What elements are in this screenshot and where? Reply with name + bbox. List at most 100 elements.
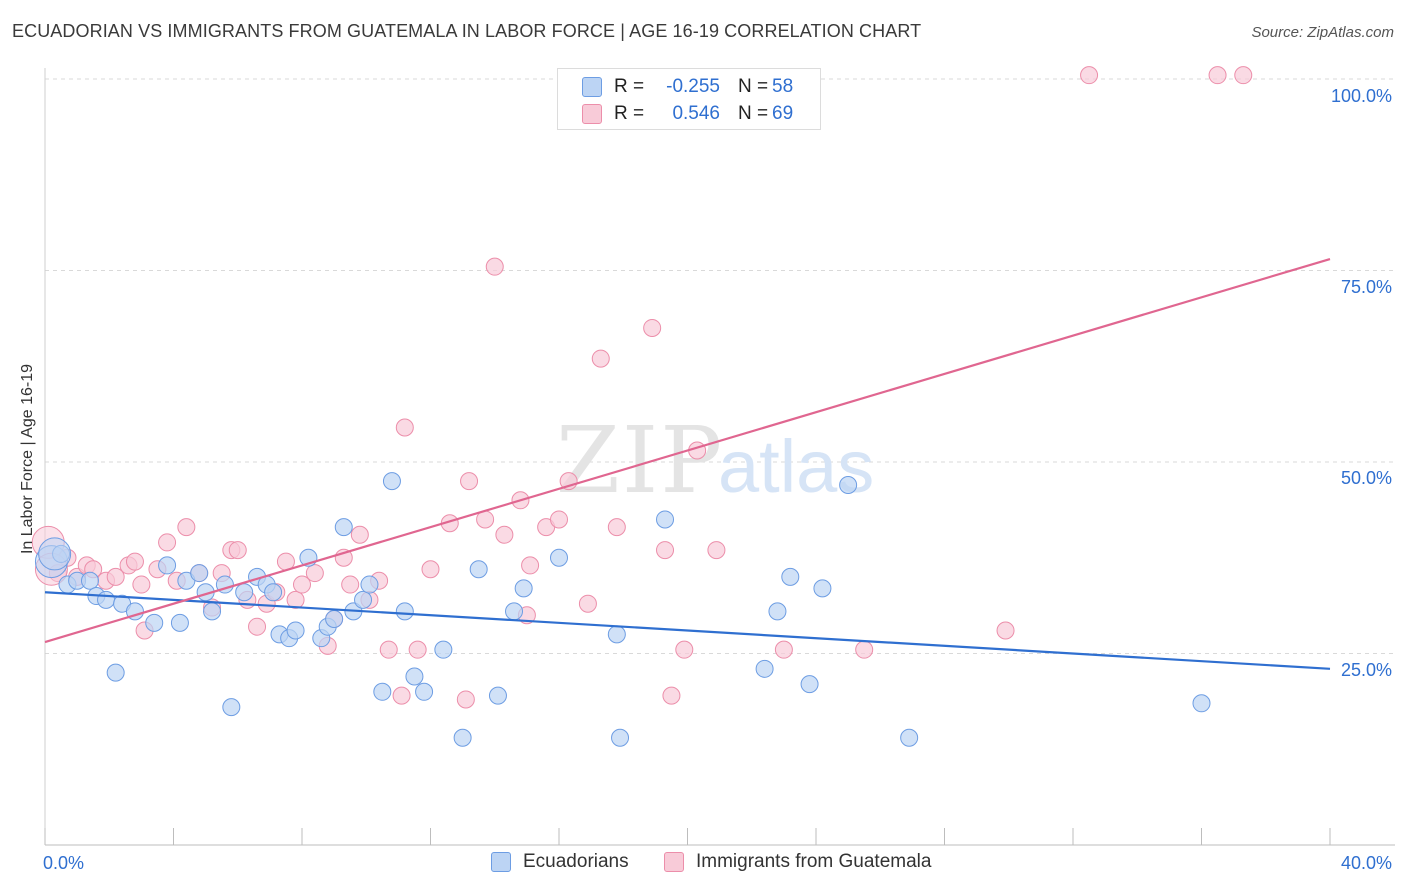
ecuadorian-point (813, 579, 832, 598)
chart-title: ECUADORIAN VS IMMIGRANTS FROM GUATEMALA … (12, 21, 922, 41)
ecuadorian-point (405, 667, 424, 686)
ecuadorian-point (334, 518, 353, 537)
guatemala-point (456, 690, 475, 709)
n-value-ecuadorians: 58 (772, 76, 794, 97)
guatemala-point (495, 525, 514, 544)
ecuadorian-point (768, 602, 787, 621)
ecuadorian-point (453, 728, 472, 747)
guatemala-point (662, 686, 681, 705)
guatemala-point (996, 621, 1015, 640)
y-tick-label-100: 100.0% (1330, 86, 1392, 106)
ecuadorian-point (781, 567, 800, 586)
ecuadorian-point (190, 564, 209, 583)
legend-label-ecuadorians: Ecuadorians (523, 851, 629, 872)
guatemala-point (106, 567, 125, 586)
source-label: Source: ZipAtlas.com (1251, 24, 1394, 41)
guatemala-point (293, 575, 311, 594)
y-tick-label-50: 50.0% (1340, 468, 1392, 488)
guatemala-point (1234, 66, 1253, 85)
series-legend: Ecuadorians Immigrants from Guatemala (0, 851, 1406, 877)
ecuadorian-point (325, 610, 344, 629)
guatemala-point (379, 640, 398, 659)
n-value-guatemala: 69 (772, 103, 794, 124)
guatemala-point (1208, 66, 1227, 85)
trend-line-ecuadorians (44, 591, 1331, 670)
ecuadorian-point (469, 560, 488, 579)
ecuadorian-point (235, 583, 254, 602)
ecuadorian-point (656, 510, 675, 529)
ecuadorian-point (354, 590, 373, 609)
legend-swatch-blue (582, 77, 602, 97)
ecuadorian-point (607, 625, 626, 644)
guatemala-point (395, 418, 414, 437)
stats-legend-row-guatemala: R = 0.546 N = 69 (582, 102, 793, 126)
legend-swatch-pink (664, 852, 684, 872)
watermark-atlas: atlas (718, 425, 874, 508)
guatemala-point (774, 640, 793, 659)
ecuadorian-point (839, 475, 858, 494)
r-label: R = (614, 103, 645, 124)
guatemala-point (125, 552, 144, 571)
ecuadorian-point (488, 686, 507, 705)
n-label: N = (738, 103, 769, 124)
ecuadorian-point (434, 640, 453, 659)
trend-lines (44, 257, 1331, 670)
guatemala-point (158, 533, 177, 552)
legend-item-ecuadorians[interactable]: Ecuadorians (491, 851, 629, 873)
legend-swatch-pink (582, 104, 602, 124)
ecuadorian-point (38, 537, 72, 571)
ecuadorian-point (80, 571, 99, 590)
ecuadorian-point (97, 590, 116, 609)
ecuadorian-point (158, 556, 177, 575)
y-axis-label: In Labor Force | Age 16-19 (19, 363, 36, 555)
y-tick-label-75: 75.0% (1340, 277, 1392, 297)
guatemala-point (350, 525, 369, 544)
guatemala-point (550, 510, 568, 529)
ecuadorian-point (395, 602, 414, 621)
watermark-zip: ZIP (556, 407, 724, 514)
legend-swatch-blue (491, 852, 511, 872)
ecuadorian-point (755, 659, 774, 678)
guatemala-point (485, 257, 504, 276)
ecuadorian-point (203, 602, 222, 621)
r-label: R = (614, 76, 645, 97)
stats-legend: R = -0.255 N = 58 R = 0.546 N = 69 (557, 68, 821, 130)
x-tick-label-min: 0.0% (43, 853, 85, 873)
guatemala-point (408, 640, 427, 659)
guatemala-point (132, 575, 151, 594)
series-ecuadorians-points (34, 472, 1211, 747)
guatemala-point (248, 617, 267, 636)
guatemala-point (707, 541, 726, 560)
ecuadorian-point (505, 602, 524, 621)
r-value-guatemala: 0.546 (672, 103, 720, 124)
ecuadorian-point (415, 682, 434, 701)
guatemala-point (228, 541, 247, 560)
axis-layer (44, 68, 1395, 846)
guatemala-point (460, 472, 479, 491)
guatemala-point (305, 564, 324, 583)
ecuadorian-point (286, 621, 305, 640)
guatemala-point (578, 594, 597, 613)
legend-item-guatemala[interactable]: Immigrants from Guatemala (664, 851, 931, 873)
guatemala-point (855, 640, 874, 659)
ecuadorian-point (360, 575, 379, 594)
r-value-ecuadorians: -0.255 (666, 76, 720, 97)
guatemala-point (521, 556, 540, 575)
guatemala-point (341, 575, 360, 594)
guatemala-point (591, 349, 610, 368)
legend-label-guatemala: Immigrants from Guatemala (696, 851, 932, 872)
ecuadorian-point (264, 583, 283, 602)
guatemala-point (656, 541, 675, 560)
ecuadorian-point (900, 728, 919, 747)
guatemala-point (392, 686, 411, 705)
ecuadorian-point (800, 675, 819, 694)
ecuadorian-point (1192, 694, 1211, 713)
ecuadorian-point (611, 728, 630, 747)
y-tick-label-25: 25.0% (1340, 660, 1392, 680)
watermark: ZIP atlas (556, 407, 874, 514)
ecuadorian-point (170, 613, 189, 632)
guatemala-point (643, 318, 662, 337)
guatemala-point (421, 560, 440, 579)
ecuadorian-point (550, 548, 568, 567)
